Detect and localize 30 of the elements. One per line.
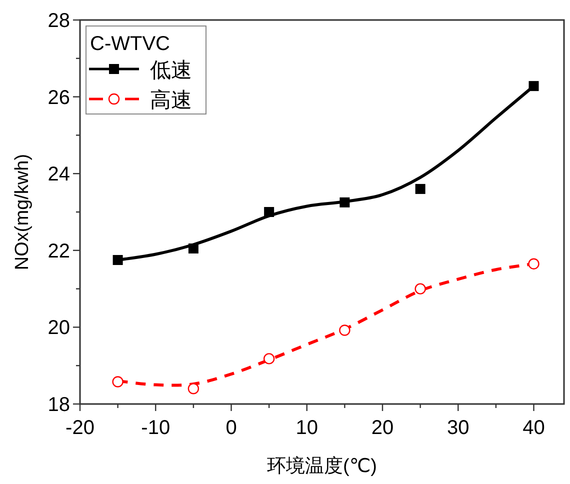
- y-tick-label: 24: [48, 164, 70, 186]
- point: [339, 324, 350, 336]
- x-tick-label: -10: [141, 417, 170, 439]
- point: [415, 184, 426, 194]
- x-tick-label: 10: [296, 417, 318, 439]
- x-tick-label: 20: [371, 417, 394, 439]
- y-tick-label: 28: [48, 10, 70, 32]
- y-tick-label: 22: [48, 240, 70, 262]
- point: [528, 258, 540, 270]
- point: [112, 376, 124, 388]
- point: [188, 383, 200, 394]
- point: [340, 197, 350, 208]
- y-tick-label: 20: [48, 317, 70, 340]
- y-axis-title: NOx(mg/kwh): [12, 154, 33, 270]
- y-tick-label: 18: [48, 394, 70, 416]
- point: [264, 207, 274, 217]
- x-tick-label: 40: [522, 417, 545, 439]
- y-tick-label: 26: [48, 86, 70, 109]
- x-tick-label: -20: [66, 417, 94, 439]
- x-tick-label: 0: [226, 417, 237, 439]
- point: [188, 243, 198, 254]
- legend-label: 低速: [150, 59, 192, 82]
- legend-title: C-WTVC: [90, 33, 170, 55]
- x-axis-title: 环境温度(℃): [267, 455, 377, 477]
- point: [414, 283, 426, 294]
- point: [263, 353, 275, 364]
- x-tick-label: 30: [447, 417, 470, 439]
- point: [112, 255, 123, 265]
- point: [528, 81, 539, 92]
- legend-label: 高速: [150, 89, 192, 112]
